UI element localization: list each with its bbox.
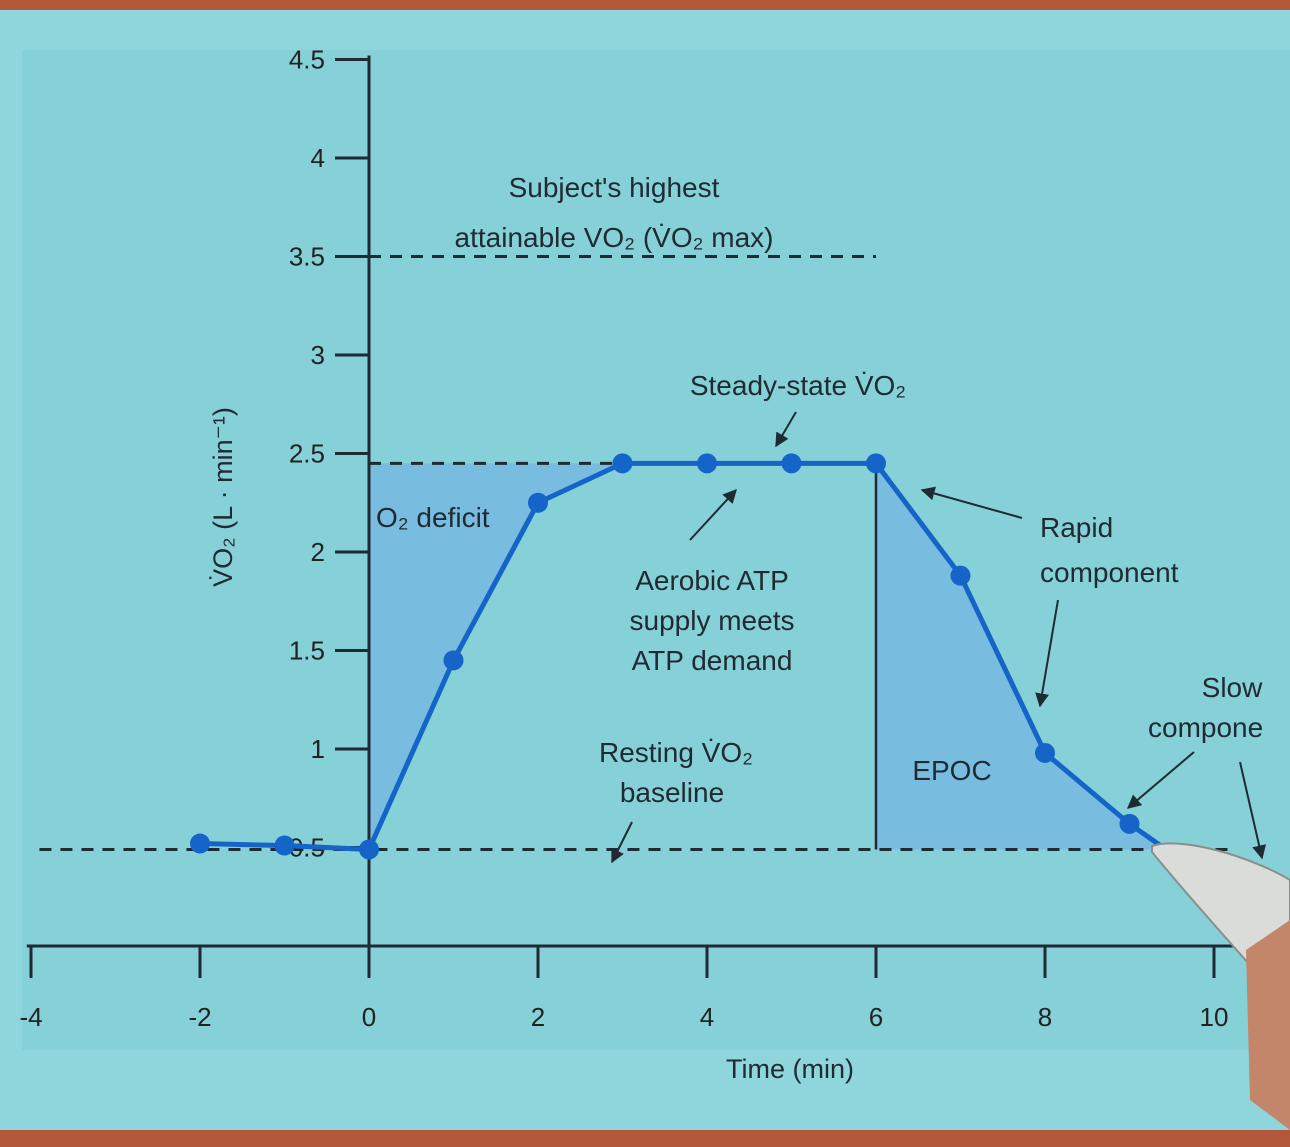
steady-state-label: Steady-state V̇O₂ [690, 370, 906, 401]
slow-label-line2: compone [1148, 712, 1263, 743]
rapid-label-line2: component [1040, 557, 1179, 588]
plot-background [22, 50, 1290, 1050]
reference-lines [39, 255, 1231, 851]
y-tick-label: 4.5 [289, 45, 325, 75]
aerobic-label-line3: ATP demand [632, 645, 793, 676]
y-tick-label: 1 [311, 734, 325, 764]
y-tick-label: 4 [311, 143, 325, 173]
x-tick-label: -2 [188, 1002, 211, 1032]
x-tick-label: 2 [531, 1002, 545, 1032]
aerobic-label-line2: supply meets [630, 605, 795, 636]
steady-state-arrow [775, 411, 797, 448]
y-tick-label: 2.5 [289, 439, 325, 469]
data-point [1035, 742, 1055, 763]
data-point [528, 492, 548, 513]
data-point [612, 453, 633, 474]
rapid-arrow-upper [920, 486, 1023, 519]
data-series [190, 453, 1165, 860]
o2-deficit-label: O₂ deficit [376, 502, 490, 533]
aerobic-arrow [689, 488, 737, 541]
slow-arrow-left [1126, 751, 1195, 809]
slow-label-line1: Slow [1202, 672, 1263, 703]
x-axis-title: Time (min) [726, 1054, 854, 1084]
y-tick-label: 2 [311, 537, 325, 567]
data-point [781, 453, 802, 474]
x-tick-label: 8 [1038, 1002, 1052, 1032]
resting-label-line1: Resting V̇O₂ [599, 737, 753, 768]
data-point [274, 835, 295, 856]
x-tick-label: -4 [19, 1002, 42, 1032]
o2-deficit-region [369, 463, 623, 850]
annotations: Subject's highest attainable VO₂ (V̇O₂ m… [208, 172, 1267, 1084]
vo2max-label-line2: attainable VO₂ (V̇O₂ max) [455, 222, 774, 253]
pointer-pen [1151, 842, 1290, 1130]
data-point [950, 565, 971, 586]
x-tick-label: 6 [869, 1002, 883, 1032]
data-point [697, 453, 717, 474]
y-tick-label: 3 [311, 340, 325, 370]
y-tick-label: 1.5 [289, 636, 325, 666]
rapid-label-line1: Rapid [1040, 512, 1113, 543]
data-point [443, 650, 464, 671]
data-point [359, 839, 379, 860]
y-axis-title: V̇O₂ (L · min⁻¹) [208, 407, 238, 587]
data-point [866, 453, 886, 474]
x-tick-label: 4 [700, 1002, 714, 1032]
resting-label-line2: baseline [620, 777, 724, 808]
epoc-label: EPOC [912, 755, 991, 786]
slow-arrow-right [1239, 761, 1267, 860]
x-tick-label: 10 [1200, 1002, 1229, 1032]
x-tick-label: 0 [362, 1002, 376, 1032]
rapid-arrow-lower [1035, 599, 1059, 708]
resting-arrow [611, 821, 633, 864]
data-point [190, 833, 210, 854]
y-tick-label: 3.5 [289, 242, 325, 272]
vo2max-label-line1: Subject's highest [509, 172, 720, 203]
data-point [1119, 813, 1140, 834]
aerobic-label-line1: Aerobic ATP [635, 565, 789, 596]
